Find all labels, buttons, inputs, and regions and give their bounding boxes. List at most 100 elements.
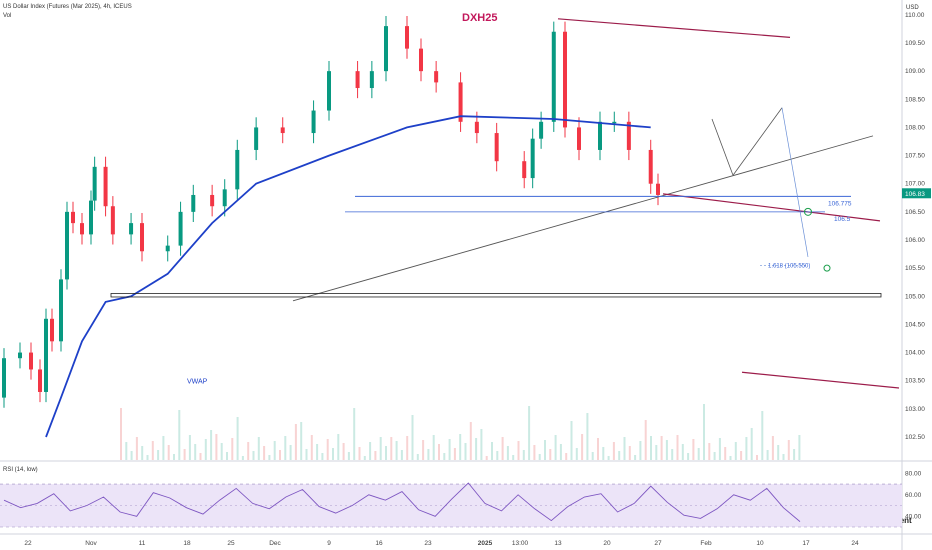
volume-bar: [443, 453, 446, 460]
volume-bar: [300, 422, 303, 460]
volume-bar: [438, 444, 440, 460]
volume-bar: [151, 441, 154, 460]
candle-body: [110, 206, 115, 235]
volume-bar: [252, 451, 255, 460]
price-tick-label: 109.00: [905, 68, 925, 75]
volume-bar: [787, 440, 790, 460]
candle-body: [419, 48, 423, 72]
volume-bar: [581, 434, 584, 460]
volume-bar: [347, 452, 350, 460]
volume-bar: [586, 413, 589, 460]
time-tick-label: 17: [802, 540, 810, 547]
candle-body: [18, 352, 22, 359]
time-tick-label: 24: [851, 540, 859, 547]
volume-bar: [501, 437, 504, 460]
candle-body: [551, 31, 556, 122]
candle-body: [494, 133, 499, 162]
candle-body: [474, 121, 479, 134]
volume-bar: [676, 435, 679, 460]
volume-bar: [374, 451, 377, 460]
candle-body: [129, 223, 134, 235]
volume-bar: [294, 424, 297, 460]
support-trendline: [292, 135, 874, 302]
price-tick-label: 103.50: [905, 378, 925, 385]
volume-bar: [692, 439, 695, 460]
time-tick-label: 13: [554, 540, 562, 547]
volume-bar: [188, 435, 191, 460]
volume-bar: [146, 455, 149, 460]
candle-body: [458, 82, 463, 122]
candle-body: [50, 318, 54, 342]
volume-bar: [724, 447, 727, 460]
volume-bar: [453, 448, 456, 460]
volume-bar: [506, 446, 509, 460]
volume-bar: [634, 455, 637, 460]
candle-body: [563, 31, 567, 128]
candle-body: [280, 127, 285, 134]
channel-lower-trendline: [662, 193, 881, 222]
price-tick-label: 102.50: [905, 434, 925, 441]
price-tick-label: 105.50: [905, 265, 925, 272]
rsi-tick-label: 60.00: [905, 492, 922, 499]
volume-bar: [777, 445, 780, 460]
volume-bar: [289, 445, 292, 460]
rsi-title: RSI (14, low): [3, 467, 38, 473]
candle-body: [530, 138, 535, 179]
volume-bar: [761, 411, 764, 460]
volume-bar: [591, 452, 594, 460]
last-price-label: 106.83: [905, 191, 925, 198]
volume-bar: [756, 455, 758, 460]
volume-bar: [332, 448, 334, 460]
rsi-line: [3, 482, 801, 522]
volume-bar: [480, 429, 483, 460]
volume-bar: [231, 438, 234, 460]
price-tick-label: 106.00: [905, 237, 925, 244]
volume-bar: [538, 454, 541, 460]
candle-body: [648, 149, 653, 184]
volume-bar: [782, 454, 785, 460]
candle-body: [327, 71, 331, 111]
volume-bar: [284, 436, 287, 460]
vwap-line: [45, 115, 651, 438]
time-tick-label: 18: [183, 540, 191, 547]
volume-bar: [464, 443, 467, 460]
candle-body: [434, 71, 439, 83]
volume-bar: [353, 408, 356, 460]
last-price-badge: [902, 188, 931, 199]
volume-bar: [337, 434, 340, 460]
volume-bar: [517, 441, 520, 460]
candle-body: [71, 211, 75, 224]
volume-bar: [215, 434, 218, 460]
volume-bar: [655, 445, 658, 460]
volume-bar: [623, 437, 626, 460]
volume-bar: [247, 442, 250, 460]
volume-bar: [528, 406, 531, 460]
price-tick-label: 104.00: [905, 350, 925, 357]
price-tick-label: 109.50: [905, 40, 925, 47]
volume-bar: [459, 434, 462, 460]
volume-bar: [554, 435, 557, 460]
candle-body: [65, 211, 69, 280]
volume-bar: [199, 453, 202, 460]
rsi-tick-label: 40.00: [905, 513, 922, 520]
volume-bar: [263, 446, 266, 460]
candle-body: [369, 71, 374, 89]
target-marker: [823, 264, 831, 272]
candle-body: [311, 110, 316, 134]
price-tick-label: 104.50: [905, 321, 925, 328]
volume-bar: [793, 449, 796, 460]
volume-bar: [522, 450, 525, 460]
volume-bar: [178, 410, 181, 460]
candle-body: [89, 200, 93, 235]
volume-bar: [650, 436, 652, 460]
volume-bar: [194, 444, 197, 460]
price-tick-label: 110.00: [905, 12, 925, 19]
candle-body: [2, 358, 6, 398]
volume-bar: [798, 435, 801, 460]
volume-bar: [681, 444, 684, 460]
volume-bar: [559, 444, 562, 460]
volume-bar: [310, 435, 313, 460]
volume-bar: [639, 441, 642, 460]
candle-body: [254, 127, 259, 150]
